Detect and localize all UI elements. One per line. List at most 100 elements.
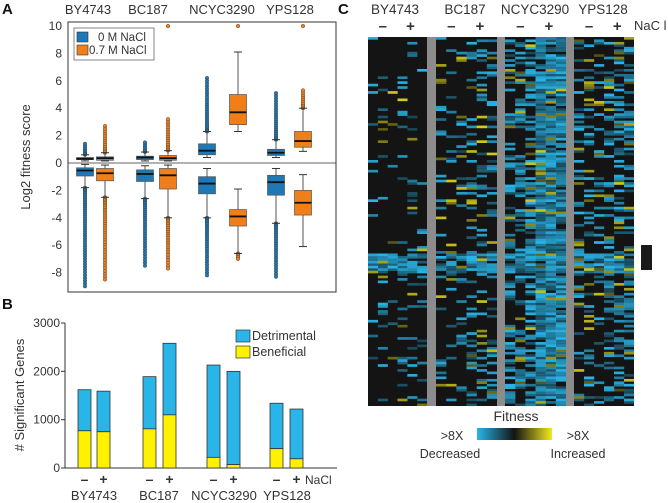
- heatmap-cell: [446, 96, 457, 99]
- heatmap-cell: [555, 71, 567, 75]
- heatmap-cell: [505, 334, 516, 338]
- heatmap-cell: [476, 356, 488, 360]
- colorbar-high-label: >8X: [567, 429, 590, 443]
- heatmap-cell: [604, 361, 615, 365]
- heatmap-cell: [614, 123, 625, 126]
- heatmap-cell: [456, 184, 467, 188]
- heatmap-separator: [497, 37, 505, 406]
- heatmap-cell: [614, 115, 625, 119]
- heatmap-cell: [545, 118, 557, 121]
- strain-label: YPS128: [266, 2, 314, 17]
- heatmap-cell: [545, 132, 557, 136]
- colorbar-title: Fitness: [493, 408, 538, 424]
- heatmap-cell: [624, 231, 635, 234]
- heatmap-cell: [417, 182, 428, 185]
- heatmap-cell: [555, 83, 567, 87]
- heatmap-cell: [505, 64, 516, 67]
- heatmap-cell: [624, 349, 635, 353]
- outlier-point: [142, 140, 147, 145]
- heatmap-cell: [486, 307, 498, 311]
- heatmap-cell: [476, 241, 488, 244]
- heatmap-cell: [446, 199, 457, 203]
- heatmap-cell: [515, 169, 526, 173]
- heatmap-cell: [555, 123, 567, 126]
- heatmap-cell: [525, 260, 536, 264]
- heatmap-cell: [515, 228, 526, 232]
- heatmap-cell: [545, 61, 557, 65]
- heatmap-cell: [486, 265, 498, 269]
- heatmap-cell: [624, 314, 635, 318]
- outlier-point: [204, 76, 209, 81]
- heatmap-cell: [476, 243, 488, 247]
- heatmap-cell: [545, 265, 557, 269]
- legend-label: Beneficial: [252, 345, 306, 359]
- heatmap-cell: [614, 329, 625, 333]
- heatmap-cell: [476, 265, 488, 269]
- heatmap-cell: [535, 49, 546, 52]
- heatmap-cell: [535, 98, 546, 102]
- heatmap-cell: [535, 44, 546, 48]
- heatmap-cell: [555, 120, 567, 124]
- heatmap-cell: [624, 51, 635, 55]
- heatmap-cell: [535, 187, 546, 190]
- heatmap-cell: [614, 113, 625, 116]
- heatmap-cell: [545, 253, 557, 257]
- y-tick-label: 4: [55, 101, 62, 115]
- heatmap-cell: [476, 152, 488, 156]
- heatmap-cell: [545, 216, 557, 220]
- heatmap-cell: [515, 115, 526, 119]
- heatmap-cell: [515, 103, 526, 107]
- heatmap-cell: [515, 369, 526, 372]
- heatmap-cell: [397, 81, 408, 84]
- heatmap-cell: [505, 265, 516, 269]
- heatmap-cell: [525, 226, 536, 230]
- heatmap-cell: [535, 91, 546, 94]
- heatmap-cell: [614, 182, 625, 185]
- heatmap-cell: [535, 292, 546, 296]
- heatmap-cell: [377, 305, 388, 308]
- bar-detrimental: [77, 389, 92, 432]
- heatmap-cell: [555, 137, 567, 141]
- heatmap-cell: [417, 268, 428, 271]
- condition-label: +: [229, 471, 237, 487]
- heatmap-cell: [614, 132, 625, 136]
- heatmap-cell: [535, 319, 546, 323]
- heatmap-cell: [614, 265, 625, 269]
- heatmap-cell: [555, 374, 567, 377]
- heatmap-cell: [624, 216, 635, 220]
- heatmap-cell: [584, 68, 595, 72]
- heatmap-cell: [436, 78, 447, 82]
- heatmap-cell: [604, 332, 615, 335]
- condition-label: –: [210, 471, 218, 487]
- heatmap-cell: [535, 204, 546, 207]
- heatmap-cell: [407, 206, 418, 210]
- heatmap-cell: [535, 54, 546, 57]
- heatmap-cell: [486, 125, 498, 129]
- heatmap-cell: [446, 157, 457, 161]
- heatmap-cell: [555, 278, 567, 281]
- heatmap-cell: [555, 324, 567, 328]
- heatmap-cell: [446, 278, 457, 281]
- heatmap-cell: [545, 324, 557, 328]
- heatmap-cell: [466, 403, 477, 407]
- heatmap-cell: [486, 253, 498, 257]
- heatmap-cell: [436, 251, 447, 254]
- heatmap-cell: [545, 199, 557, 203]
- heatmap-cell: [505, 162, 516, 166]
- heatmap-cell: [515, 187, 526, 190]
- heatmap-cell: [525, 312, 536, 316]
- heatmap-cell: [535, 132, 546, 136]
- heatmap-cell: [525, 251, 536, 254]
- heatmap-cell: [476, 253, 488, 257]
- bar-detrimental: [226, 370, 241, 466]
- heatmap-cell: [604, 354, 615, 357]
- heatmap-cell: [545, 209, 557, 212]
- bar-detrimental: [289, 408, 304, 460]
- heatmap-cell: [555, 98, 567, 102]
- heatmap-cell: [525, 243, 536, 247]
- heatmap-cell: [525, 324, 536, 328]
- heatmap-cell: [545, 396, 557, 399]
- heatmap-cell: [614, 73, 625, 77]
- heatmap-cell: [594, 155, 605, 158]
- heatmap-cell: [505, 290, 516, 294]
